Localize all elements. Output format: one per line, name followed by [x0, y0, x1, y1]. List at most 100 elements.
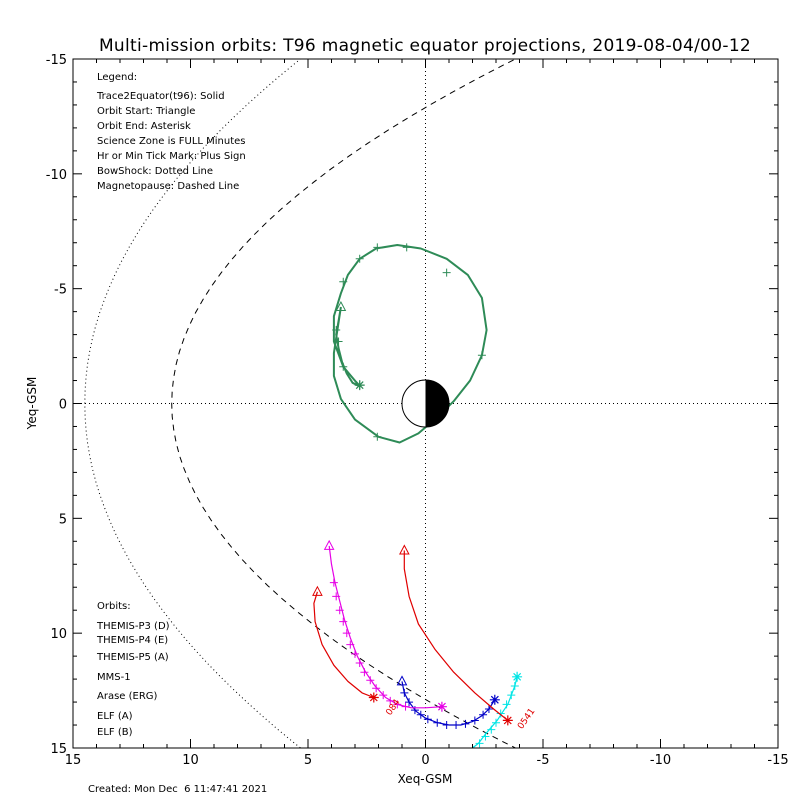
x-axis-label: Xeq-GSM: [398, 772, 453, 786]
orbit-tick-mark: [355, 254, 364, 263]
orbit-series-0: [332, 243, 488, 444]
orbit-tick-mark: [373, 432, 382, 441]
orbit-tick-mark: [487, 725, 496, 734]
orbit-label-themis-p4: THEMIS-P4 (E): [96, 635, 168, 646]
orbit-tick-mark: [481, 732, 490, 741]
footer-created: Created: Mon Dec 6 11:47:41 2021: [88, 784, 267, 795]
orbit-tick-mark: [477, 351, 486, 360]
orbit-label-arase: Arase (ERG): [97, 691, 158, 702]
orbit-tick-mark: [433, 718, 442, 727]
orbits-heading: Orbits:: [97, 601, 131, 612]
orbit-tick-mark: [332, 592, 341, 601]
orbit-tick-mark: [400, 688, 409, 697]
orbit-line: [471, 676, 518, 748]
orbit-line: [401, 681, 496, 726]
y-tick-label: -15: [46, 53, 67, 68]
orbit-end-asterisk: [512, 671, 523, 682]
orbit-start-triangle: [312, 585, 323, 596]
earth-icon: [401, 379, 450, 428]
orbit-tick-mark: [360, 668, 369, 677]
orbit-tick-mark: [442, 268, 451, 277]
orbit-end-asterisk: [354, 380, 365, 391]
orbit-label-themis-p3: THEMIS-P3 (D): [96, 621, 170, 632]
x-tick-label: 15: [65, 753, 82, 768]
orbit-end-asterisk: [502, 715, 513, 726]
orbits-legend: Orbits: THEMIS-P3 (D) THEMIS-P4 (E) THEM…: [96, 601, 170, 738]
y-tick-label: 10: [50, 627, 67, 642]
y-tick-label: 5: [59, 512, 67, 527]
bowshock-line: [84, 59, 302, 748]
chart-title: Multi-mission orbits: T96 magnetic equat…: [99, 36, 751, 56]
orbit-tick-mark: [401, 702, 410, 711]
orbit-tick-mark: [507, 691, 516, 700]
orbit-tick-mark: [416, 710, 425, 719]
orbit-tick-mark: [379, 691, 388, 700]
y-tick-label: 15: [50, 742, 67, 757]
legend-item-end: Orbit End: Asterisk: [97, 121, 191, 132]
x-tick-label: 10: [182, 753, 199, 768]
legend-item-start: Orbit Start: Triangle: [97, 106, 195, 117]
orbit-end-asterisk: [489, 694, 500, 705]
orbit-tick-mark: [335, 606, 344, 615]
orbit-tick-mark: [402, 243, 411, 252]
legend-item-tickmark: Hr or Min Tick Mark: Plus Sign: [97, 151, 246, 162]
orbit-tick-mark: [473, 746, 475, 748]
orbit-line: [328, 545, 442, 709]
orbit-tick-mark: [366, 676, 375, 685]
orbit-tick-mark: [442, 721, 451, 730]
orbit-tick-mark: [502, 700, 511, 709]
orbit-start-triangle: [323, 539, 335, 550]
orbit-start-triangle: [399, 544, 410, 555]
orbit-end-asterisk: [436, 701, 447, 712]
legend: Legend: Trace2Equator(t96): Solid Orbit …: [96, 72, 246, 192]
orbit-tick-mark: [475, 739, 484, 748]
orbit-tick-mark: [452, 721, 461, 730]
magnetopause-line: [171, 59, 517, 748]
orbit-label-elf-a: ELF (A): [97, 711, 133, 722]
orbit-series-3: [323, 539, 447, 712]
orbit-label-mms1: MMS-1: [97, 672, 131, 683]
orbit-tick-mark: [470, 716, 479, 725]
x-tick-label: -5: [537, 753, 550, 768]
x-tick-label: 5: [304, 753, 312, 768]
legend-item-magnetopause: Magnetopause: Dashed Line: [97, 181, 239, 192]
orbit-tick-mark: [386, 696, 395, 705]
orbit-tick-mark: [496, 709, 505, 718]
orbit-line: [313, 591, 375, 699]
orbit-tick-mark: [332, 326, 341, 335]
legend-heading: Legend:: [97, 72, 137, 83]
orbit-tick-mark: [339, 617, 348, 626]
orbit-tick-mark: [510, 681, 519, 690]
orbit-end-asterisk: [368, 692, 379, 703]
orbit-tick-mark: [329, 578, 338, 587]
orbit-line: [332, 244, 488, 444]
orbit-tick-mark: [464, 753, 472, 761]
orbit-line: [403, 550, 509, 721]
orbit-tick-mark: [461, 719, 470, 728]
orbit-tick-mark: [339, 362, 348, 371]
y-axis-label: Yeq-GSM: [25, 377, 39, 431]
orbit-tick-mark: [423, 715, 432, 724]
orbit-series-4: [312, 585, 379, 703]
orbit-tick-mark: [492, 718, 500, 727]
orbit-tick-mark: [372, 684, 381, 693]
orbit-tick-mark: [334, 337, 343, 346]
legend-item-bowshock: BowShock: Dotted Line: [97, 166, 213, 177]
orbit-annotation: 0541: [516, 707, 537, 731]
x-tick-label: -15: [767, 753, 788, 768]
x-tick-label: -10: [650, 753, 671, 768]
x-tick-label: 0: [421, 753, 429, 768]
orbit-series-2: [396, 675, 500, 730]
orbit-tick-mark: [405, 698, 414, 707]
orbit-label-elf-b: ELF (B): [97, 727, 133, 738]
orbit-label-themis-p5: THEMIS-P5 (A): [96, 652, 169, 663]
y-tick-label: 0: [59, 398, 67, 413]
orbit-tick-mark: [339, 277, 348, 286]
orbit-tick-mark: [351, 649, 359, 658]
orbit-tick-mark: [479, 710, 488, 719]
orbit-tick-mark: [393, 700, 402, 709]
orbit-series-1: [464, 671, 523, 761]
y-tick-label: -10: [46, 168, 67, 183]
orbit-start-triangle: [396, 675, 408, 686]
orbit-start-triangle: [335, 300, 347, 312]
